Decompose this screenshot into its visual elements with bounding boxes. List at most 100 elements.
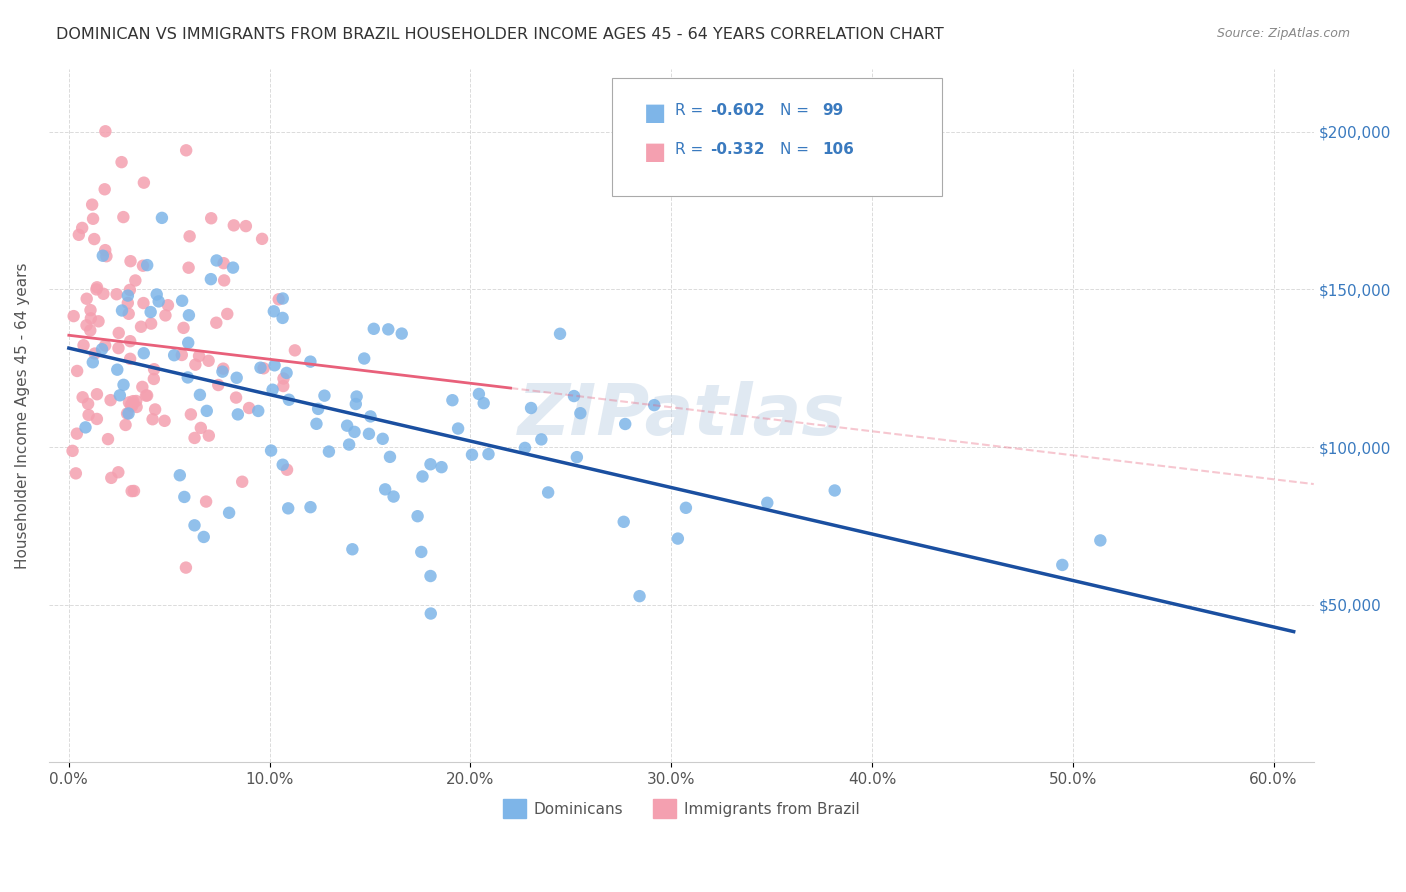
Point — [225, 371, 247, 385]
Point — [120, 398, 142, 412]
Point — [65, 467, 87, 481]
Point — [200, 272, 222, 286]
Point — [353, 351, 375, 366]
Point — [70, 221, 93, 235]
Point — [263, 359, 285, 373]
Point — [77, 397, 100, 411]
Point — [247, 404, 270, 418]
Point — [271, 458, 294, 472]
Point — [276, 366, 298, 380]
Point — [93, 182, 115, 196]
Point — [537, 485, 560, 500]
Point — [82, 211, 104, 226]
Point — [1052, 558, 1074, 572]
Point — [183, 431, 205, 445]
Point — [155, 309, 177, 323]
Point — [447, 421, 470, 435]
Point — [193, 530, 215, 544]
Text: N =: N = — [780, 103, 814, 118]
Text: ■: ■ — [644, 140, 666, 164]
Point — [86, 387, 108, 401]
Point — [131, 380, 153, 394]
Point — [222, 219, 245, 233]
Point — [217, 307, 239, 321]
Point — [82, 355, 104, 369]
Text: N =: N = — [780, 142, 814, 157]
Point — [145, 287, 167, 301]
Point — [307, 401, 329, 416]
Point — [197, 353, 219, 368]
Point — [360, 409, 382, 424]
Point — [118, 307, 141, 321]
Point — [824, 483, 846, 498]
Point — [177, 308, 200, 322]
Point — [115, 407, 138, 421]
Point — [150, 211, 173, 225]
Point — [67, 227, 90, 242]
Point — [136, 388, 159, 402]
Point — [118, 395, 141, 409]
Point — [336, 418, 359, 433]
Point — [337, 437, 360, 451]
Point — [72, 338, 94, 352]
Point — [271, 379, 294, 393]
Point — [135, 389, 157, 403]
Point — [419, 569, 441, 583]
Point — [267, 293, 290, 307]
Point — [346, 390, 368, 404]
Point — [121, 396, 143, 410]
Point — [411, 469, 433, 483]
Point — [94, 124, 117, 138]
Point — [86, 280, 108, 294]
Point — [263, 304, 285, 318]
Point — [170, 348, 193, 362]
Point — [284, 343, 307, 358]
Point — [675, 500, 697, 515]
Point — [548, 326, 571, 341]
Point — [77, 408, 100, 422]
Point — [250, 232, 273, 246]
Point — [614, 417, 637, 431]
Point — [628, 589, 651, 603]
Point — [565, 450, 588, 464]
Point — [91, 342, 114, 356]
Point — [108, 388, 131, 402]
Point — [252, 361, 274, 376]
Text: -0.332: -0.332 — [710, 142, 765, 157]
Point — [180, 408, 202, 422]
Text: 99: 99 — [823, 103, 844, 118]
Point — [117, 407, 139, 421]
Point — [125, 400, 148, 414]
Point — [87, 314, 110, 328]
Point — [249, 360, 271, 375]
Point — [107, 341, 129, 355]
Point — [107, 326, 129, 340]
Point — [344, 397, 367, 411]
Point — [430, 460, 453, 475]
Point — [93, 286, 115, 301]
Point — [461, 448, 484, 462]
Point — [136, 258, 159, 272]
Point — [562, 389, 585, 403]
Point — [86, 282, 108, 296]
Text: R =: R = — [675, 103, 709, 118]
Point — [666, 532, 689, 546]
Point — [342, 542, 364, 557]
Point — [277, 501, 299, 516]
Point — [318, 444, 340, 458]
Point — [212, 273, 235, 287]
Text: -0.602: -0.602 — [710, 103, 765, 118]
Text: ZIPatlas: ZIPatlas — [517, 381, 845, 450]
Point — [142, 412, 165, 426]
Point — [235, 219, 257, 233]
Point — [120, 334, 142, 349]
Point — [371, 432, 394, 446]
Point — [139, 317, 162, 331]
Point — [79, 323, 101, 337]
Point — [110, 155, 132, 169]
Point — [122, 394, 145, 409]
Point — [184, 358, 207, 372]
Point — [122, 483, 145, 498]
Point — [66, 364, 89, 378]
Point — [299, 354, 322, 368]
